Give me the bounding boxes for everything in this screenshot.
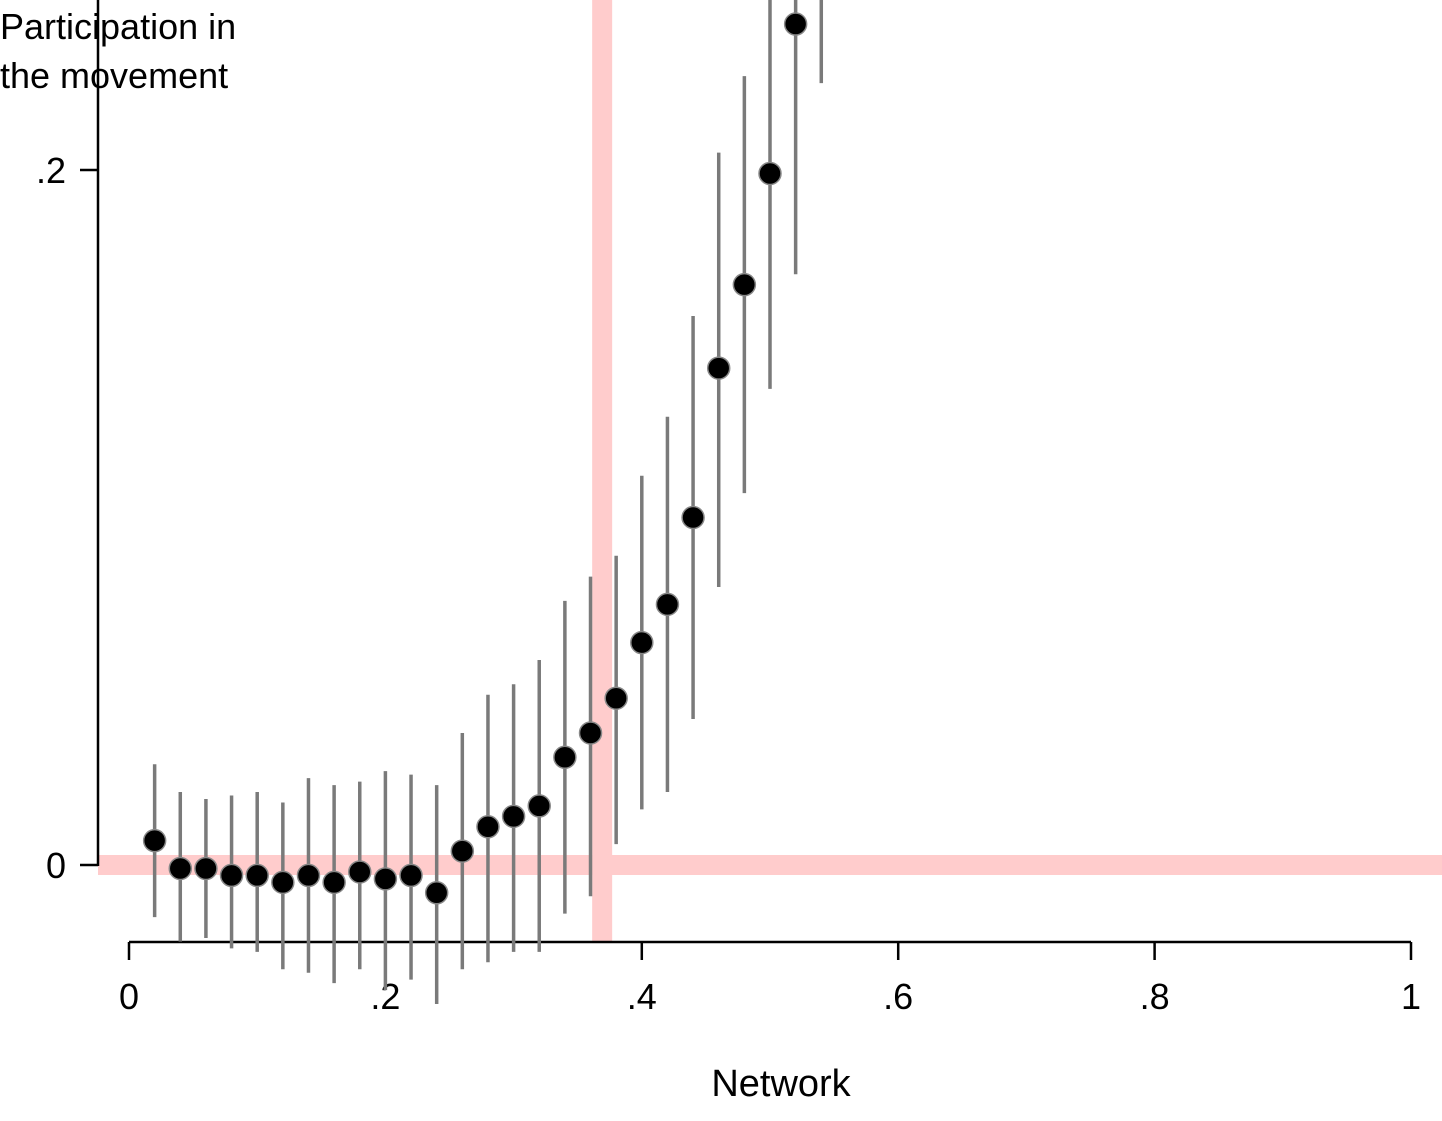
data-point: [527, 794, 551, 818]
data-point: [501, 804, 526, 829]
data-point: [783, 12, 808, 36]
data-point: [578, 721, 603, 745]
x-tick-label-3: .6: [883, 976, 913, 1017]
data-point: [271, 870, 295, 895]
x-tick-label-0: 0: [119, 976, 139, 1017]
data-point: [322, 870, 346, 895]
data-point: [424, 881, 449, 905]
data-points: [142, 12, 808, 905]
data-point: [553, 745, 577, 770]
axes: 0.2.4.60.2.4.6.81: [36, 0, 1421, 1017]
data-point: [758, 161, 782, 186]
data-point: [476, 815, 500, 839]
data-point: [732, 272, 757, 297]
x-axis-title: Network: [711, 1063, 851, 1105]
data-point: [373, 867, 398, 891]
reference-lines: [98, 0, 1442, 942]
data-point: [219, 863, 244, 888]
data-point: [630, 630, 654, 655]
data-point: [348, 860, 372, 884]
y-tick-label-0: 0: [46, 845, 66, 886]
y-axis-title-line-1: Participation in: [0, 6, 237, 47]
data-point: [399, 863, 423, 888]
data-point: [296, 863, 321, 888]
y-axis-title: Participation in the movement: [0, 2, 236, 100]
x-tick-label-2: .4: [627, 976, 657, 1017]
data-point: [604, 686, 628, 710]
error-bars: [152, 0, 824, 1004]
data-point: [681, 505, 705, 530]
x-tick-label-5: 1: [1401, 976, 1421, 1017]
x-tick-label-4: .8: [1140, 976, 1170, 1017]
data-point: [245, 863, 269, 888]
data-point: [142, 828, 167, 853]
data-point: [194, 856, 218, 881]
data-point: [706, 356, 731, 380]
y-axis-title-line-2: the movement: [0, 55, 229, 96]
data-point: [450, 839, 475, 863]
data-point: [655, 592, 680, 617]
y-tick-label-1: .2: [36, 150, 66, 191]
data-point: [168, 856, 193, 881]
